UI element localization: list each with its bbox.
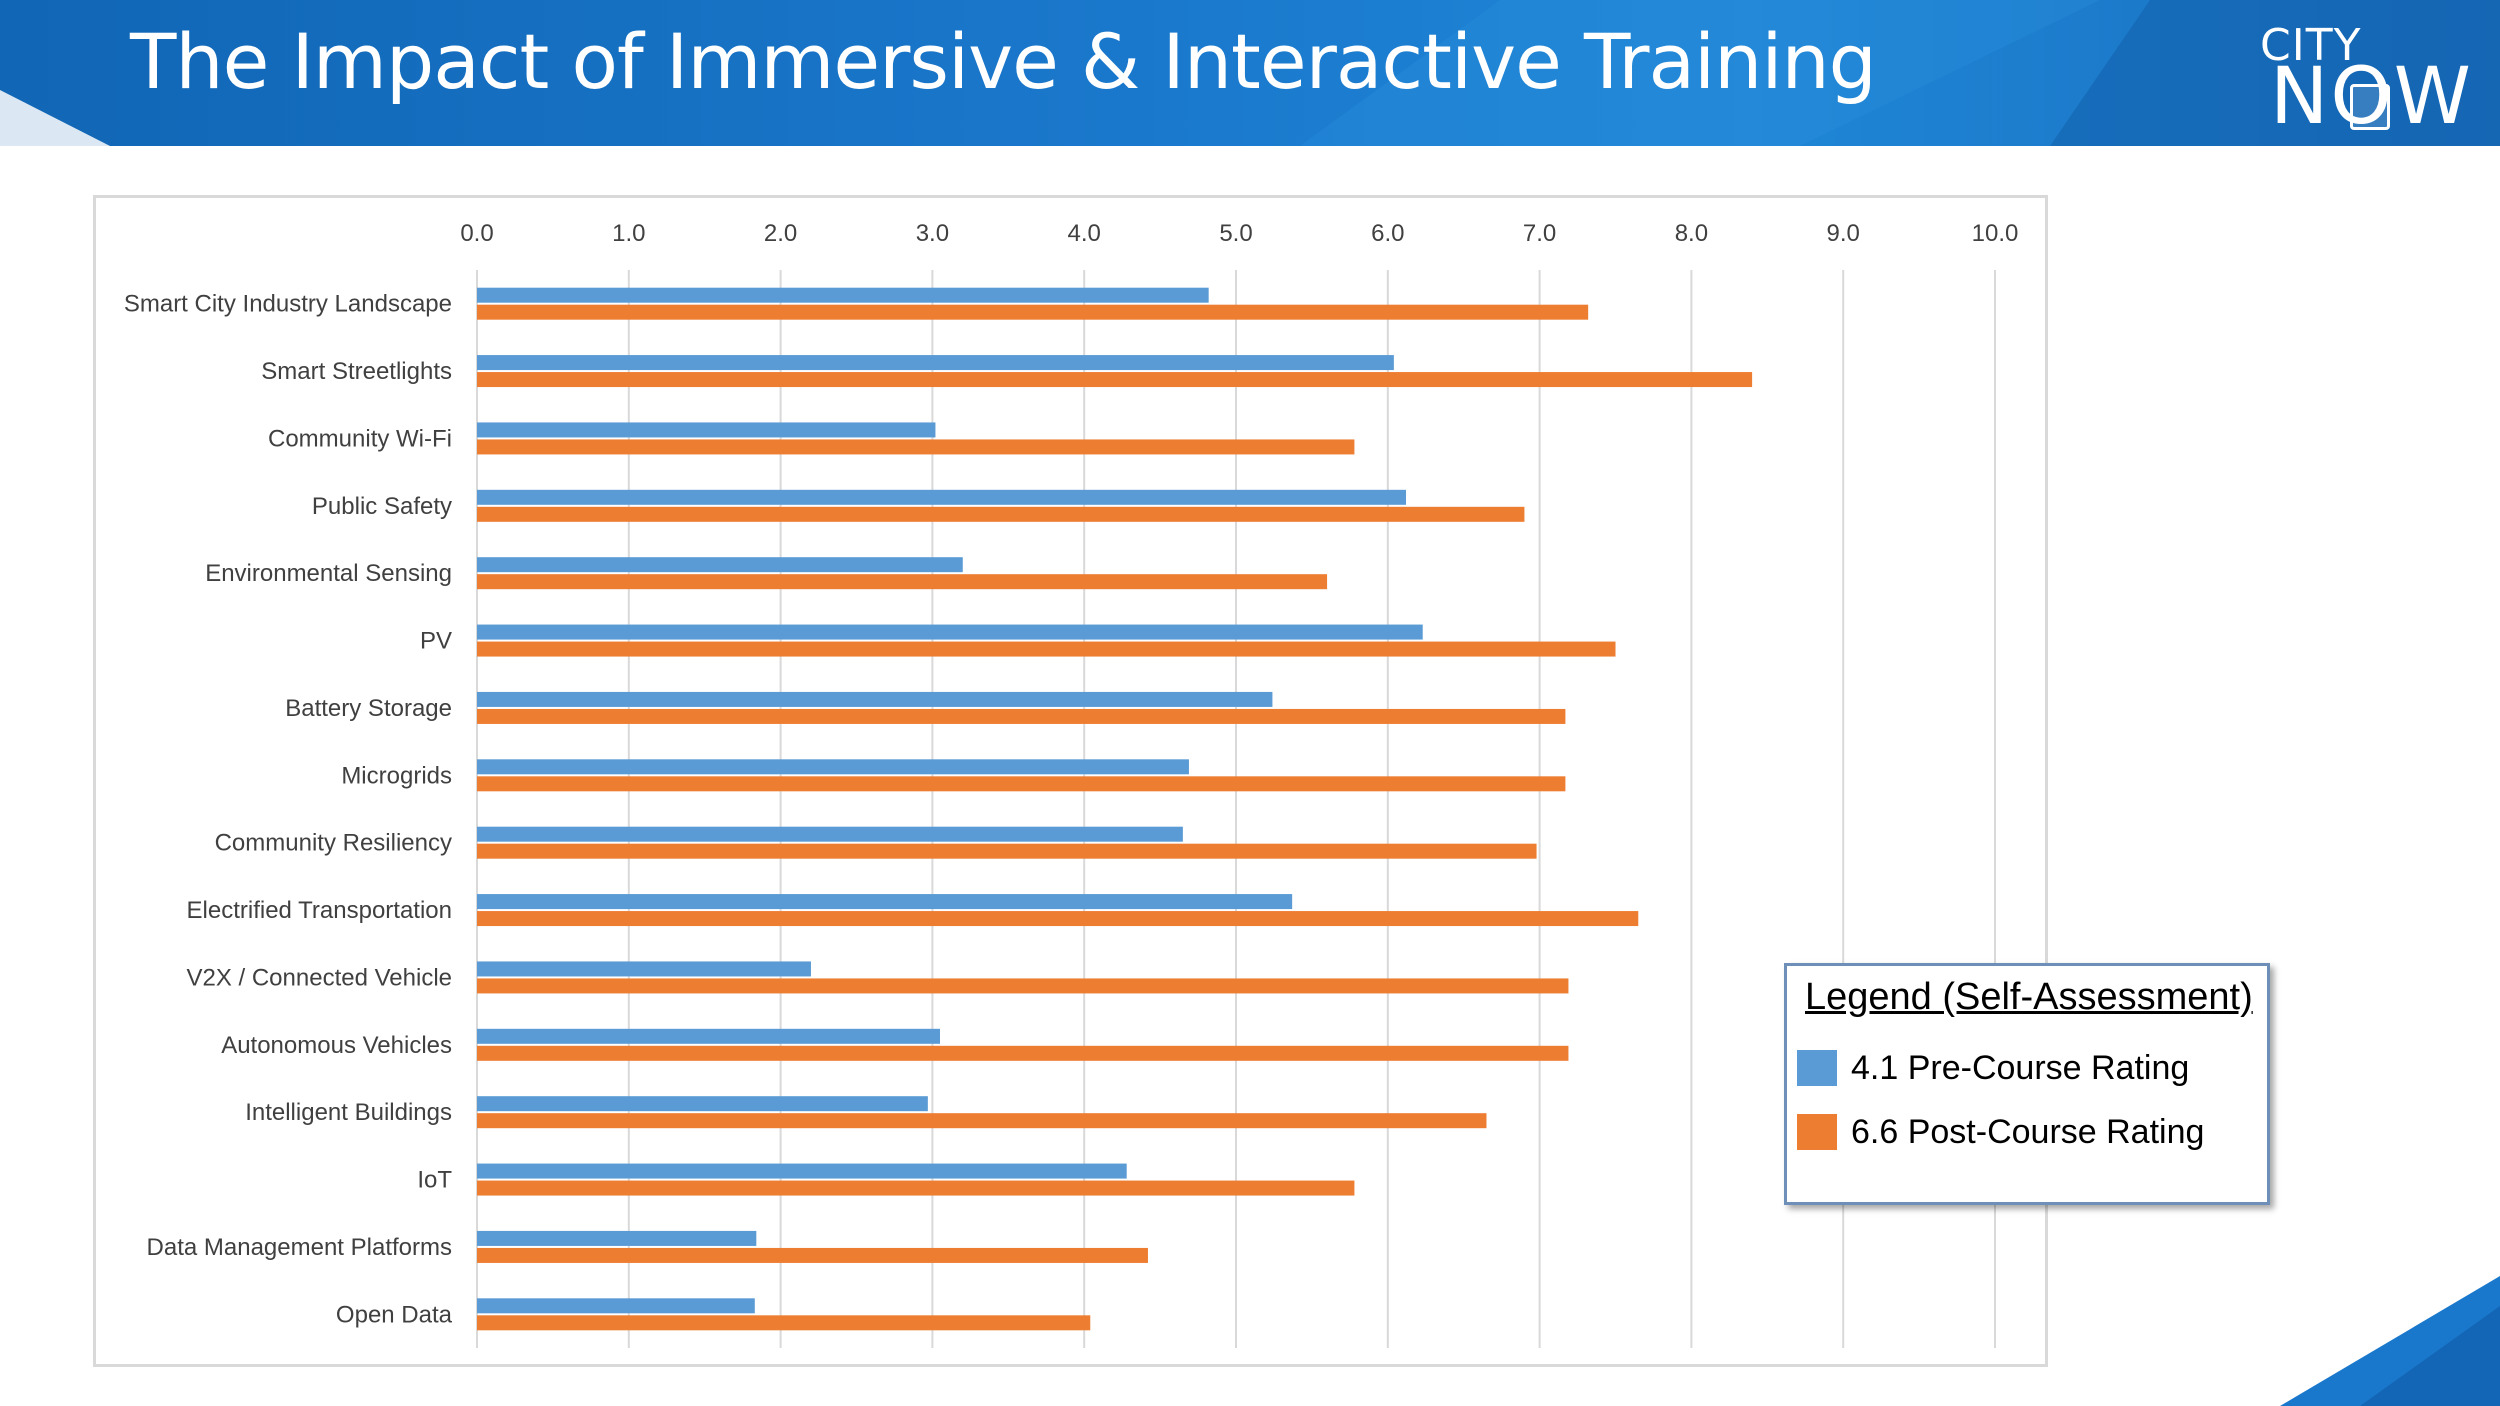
category-label: PV [420, 628, 452, 655]
category-label: Microgrids [341, 762, 452, 789]
bar-post-course [477, 843, 1537, 859]
category-label: Smart City Industry Landscape [124, 291, 452, 318]
bar-pre-course [477, 826, 1183, 842]
page-title: The Impact of Immersive & Interactive Tr… [130, 17, 1877, 106]
x-tick-label: 4.0 [1068, 220, 1101, 247]
title-banner: The Impact of Immersive & Interactive Tr… [0, 0, 2500, 146]
x-tick-label: 8.0 [1675, 220, 1708, 247]
x-tick-label: 7.0 [1523, 220, 1556, 247]
legend-label-post: 6.6 Post-Course Rating [1851, 1112, 2205, 1151]
bar-pre-course [477, 557, 963, 573]
bar-post-course [477, 304, 1589, 320]
bar-pre-course [477, 355, 1394, 371]
bar-pre-course [477, 422, 936, 438]
bar-pre-course [477, 1096, 928, 1112]
category-label: Smart Streetlights [261, 358, 452, 385]
bar-post-course [477, 641, 1616, 657]
bar-post-course [477, 1247, 1148, 1263]
category-label: Environmental Sensing [205, 560, 452, 587]
category-label: IoT [417, 1167, 452, 1194]
legend-label-pre: 4.1 Pre-Course Rating [1851, 1048, 2190, 1087]
category-label: Battery Storage [285, 695, 452, 722]
legend-swatch-pre [1797, 1050, 1837, 1086]
legend-title: Legend (Self-Assessment) [1805, 976, 2253, 1018]
bar-pre-course [477, 759, 1189, 775]
bar-post-course [477, 978, 1569, 994]
chart-frame: 0.0 1.0 2.0 3.0 4.0 5.0 6.0 7.0 8.0 9.0 10.0 Smart … [93, 195, 2048, 1367]
bar-post-course [477, 372, 1753, 388]
bar-post-course [477, 574, 1328, 590]
bar-pre-course [477, 961, 811, 977]
bar-post-course [477, 776, 1566, 792]
bar-post-course [477, 1113, 1487, 1129]
x-tick-label: 10.0 [1972, 220, 2019, 247]
category-label: Community Resiliency [215, 830, 452, 857]
bar-post-course [477, 439, 1355, 455]
bar-chart: 0.0 1.0 2.0 3.0 4.0 5.0 6.0 7.0 8.0 9.0 10.0 Smart … [124, 220, 2019, 1348]
legend-swatch-post [1797, 1114, 1837, 1150]
bar-pre-course [477, 624, 1423, 640]
x-tick-label: 2.0 [764, 220, 797, 247]
bar-pre-course [477, 1163, 1127, 1179]
bar-pre-course [477, 1028, 940, 1044]
chart-legend: Legend (Self-Assessment) 4.1 Pre-Course … [1784, 963, 2270, 1205]
category-label: Public Safety [312, 493, 452, 520]
x-tick-label: 0.0 [460, 220, 493, 247]
x-tick-label: 3.0 [916, 220, 949, 247]
logo-text-city: CITY [2260, 20, 2362, 71]
legend-item-pre: 4.1 Pre-Course Rating [1797, 1046, 2189, 1090]
category-label: Data Management Platforms [147, 1234, 452, 1261]
category-label: V2X / Connected Vehicle [186, 964, 452, 991]
x-tick-label: 6.0 [1371, 220, 1404, 247]
bar-pre-course [477, 489, 1407, 505]
bar-post-course [477, 911, 1639, 927]
bar-post-course [477, 1315, 1091, 1331]
category-label: Autonomous Vehicles [221, 1032, 452, 1059]
bar-post-course [477, 506, 1525, 522]
citynow-logo: CITY NOW [2240, 14, 2471, 142]
bar-pre-course [477, 691, 1273, 707]
category-label: Intelligent Buildings [245, 1099, 452, 1126]
category-label: Electrified Transportation [187, 897, 452, 924]
x-tick-label: 5.0 [1219, 220, 1252, 247]
bar-post-course [477, 1045, 1569, 1061]
building-icon [2350, 84, 2390, 130]
bar-post-course [477, 1180, 1355, 1196]
legend-item-post: 6.6 Post-Course Rating [1797, 1110, 2204, 1154]
bar-pre-course [477, 287, 1209, 303]
bar-pre-course [477, 894, 1293, 910]
category-label: Open Data [336, 1301, 453, 1328]
bar-pre-course [477, 1298, 755, 1314]
x-tick-label: 1.0 [612, 220, 645, 247]
bar-pre-course [477, 1230, 757, 1246]
category-label: Community Wi-Fi [268, 425, 452, 452]
x-tick-label: 9.0 [1827, 220, 1860, 247]
corner-accent [2280, 1276, 2500, 1406]
bar-post-course [477, 708, 1566, 724]
